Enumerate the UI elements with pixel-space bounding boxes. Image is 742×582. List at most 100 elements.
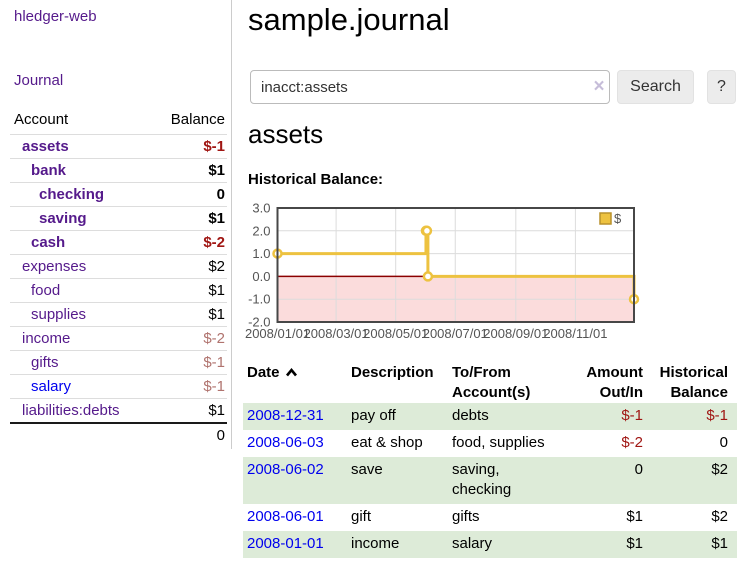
account-row: gifts $-1 — [10, 350, 227, 375]
account-row: income $-2 — [10, 326, 227, 351]
register-header-date: Date — [243, 363, 347, 403]
transaction-amount: $1 — [626, 508, 643, 525]
accounts-header-account: Account — [10, 107, 151, 135]
transaction-balance: $1 — [711, 535, 728, 552]
account-link[interactable]: income — [22, 330, 71, 347]
transaction-description: income — [351, 535, 400, 552]
transaction-date-link[interactable]: 2008-06-01 — [247, 508, 324, 525]
account-link[interactable]: cash — [31, 234, 66, 251]
transaction-description: gift — [351, 508, 372, 525]
transaction-row: 2008-01-01 income salary $1 $1 — [243, 531, 737, 558]
sidebar-item-journal[interactable]: Journal — [14, 72, 64, 89]
transaction-date-link[interactable]: 2008-06-02 — [247, 461, 324, 478]
transaction-description: pay off — [351, 407, 396, 424]
account-balance: 0 — [150, 182, 227, 207]
account-link[interactable]: expenses — [22, 258, 87, 275]
account-row: bank $1 — [10, 158, 227, 183]
account-row: expenses $2 — [10, 254, 227, 279]
register-header-amount: Amount Out/In — [586, 364, 643, 401]
page-title: sample.journal — [248, 2, 450, 37]
legend-swatch — [599, 212, 612, 225]
register-header-date-label: Date — [247, 364, 280, 381]
account-balance: $2 — [150, 254, 227, 279]
register-header-description: Description — [351, 364, 434, 381]
register-table: Date Description To/From Account(s) Amou… — [243, 363, 737, 558]
account-row: liabilities:debts $1 — [10, 398, 227, 423]
account-row: food $1 — [10, 278, 227, 303]
transaction-accounts: gifts — [452, 508, 480, 525]
register-header-balance: Historical Balance — [659, 364, 728, 401]
app-brand-link[interactable]: hledger-web — [14, 8, 97, 25]
accounts-table-header-row: Account Balance — [10, 107, 227, 135]
accounts-total-row: 0 — [10, 422, 227, 447]
account-row: cash $-2 — [10, 230, 227, 255]
account-balance: $-1 — [150, 134, 227, 159]
legend-label: $ — [614, 211, 622, 226]
account-balance: $1 — [150, 278, 227, 303]
search-input[interactable] — [250, 70, 610, 104]
transaction-row: 2008-12-31 pay off debts $-1 $-1 — [243, 403, 737, 430]
account-balance: $-1 — [150, 374, 227, 399]
account-link[interactable]: saving — [39, 210, 87, 227]
account-link[interactable]: liabilities:debts — [22, 402, 120, 419]
chart-data-point — [421, 225, 433, 237]
help-button[interactable]: ? — [707, 70, 736, 104]
account-row: checking 0 — [10, 182, 227, 207]
account-balance: $-2 — [150, 230, 227, 255]
x-axis-tick-label: 2008/11/01 — [543, 326, 607, 341]
account-balance: $1 — [150, 206, 227, 231]
y-axis-tick-label: -1.0 — [248, 292, 270, 307]
account-link[interactable]: gifts — [31, 354, 59, 371]
x-axis-tick-label: 2008/07/01 — [423, 326, 488, 341]
accounts-header-balance: Balance — [150, 107, 227, 135]
transaction-amount: 0 — [634, 461, 643, 478]
y-axis-tick-label: 3.0 — [252, 201, 270, 216]
y-axis-tick-label: 1.0 — [252, 246, 270, 261]
transaction-accounts: food, supplies — [452, 434, 545, 451]
account-row: salary $-1 — [10, 374, 227, 399]
transaction-accounts: saving, checking — [452, 461, 512, 498]
account-link[interactable]: supplies — [31, 306, 87, 323]
account-link[interactable]: bank — [31, 162, 67, 179]
transaction-accounts: salary — [452, 535, 493, 552]
y-axis-tick-label: -2.0 — [248, 315, 270, 330]
account-link[interactable]: assets — [22, 138, 69, 155]
transaction-amount: $-1 — [621, 407, 643, 424]
transaction-amount: $1 — [626, 535, 643, 552]
account-balance: $1 — [150, 158, 227, 183]
transaction-balance: $2 — [711, 508, 728, 525]
chart-data-point — [422, 271, 434, 282]
transaction-description: save — [351, 461, 383, 478]
account-balance: $1 — [150, 302, 227, 327]
sort-ascending-icon — [285, 364, 298, 384]
search-button[interactable]: Search — [617, 70, 694, 104]
account-link[interactable]: salary — [31, 378, 72, 395]
transaction-date-link[interactable]: 2008-06-03 — [247, 434, 324, 451]
transaction-date-link[interactable]: 2008-01-01 — [247, 535, 324, 552]
sidebar: hledger-web Journal Account Balance asse… — [0, 0, 232, 449]
account-row: assets $-1 — [10, 134, 227, 159]
clear-search-icon[interactable]: × — [593, 76, 605, 97]
x-axis-tick-label: 2008/01/01 — [245, 326, 310, 341]
x-axis-tick-label: 2008/03/01 — [304, 326, 369, 341]
transaction-balance: $2 — [711, 461, 728, 478]
transaction-row: 2008-06-01 gift gifts $1 $2 — [243, 504, 737, 531]
transaction-balance: $-1 — [706, 407, 728, 424]
transaction-date-link[interactable]: 2008-12-31 — [247, 407, 324, 424]
transaction-row: 2008-06-02 save saving, checking 0 $2 — [243, 457, 737, 504]
accounts-total-balance: 0 — [150, 422, 227, 447]
chart-title: Historical Balance: — [248, 171, 384, 188]
transaction-description: eat & shop — [351, 434, 423, 451]
register-header-row: Date Description To/From Account(s) Amou… — [243, 363, 737, 403]
accounts-table: Account Balance assets $-1 bank $1 checking 0… — [10, 107, 227, 447]
transaction-balance: 0 — [719, 434, 728, 451]
account-link[interactable]: checking — [39, 186, 105, 203]
account-row: supplies $1 — [10, 302, 227, 327]
account-link[interactable]: food — [31, 282, 61, 299]
x-axis-tick-label: 2008/05/01 — [363, 326, 428, 341]
register-header-accounts: To/From Account(s) — [452, 364, 531, 401]
transaction-amount: $-2 — [621, 434, 643, 451]
x-axis-tick-label: 2008/09/01 — [483, 326, 548, 341]
y-axis-tick-label: 0.0 — [252, 269, 270, 284]
historical-balance-chart[interactable]: $3.0 2.0 1.0 0.0 -1.0 -2.02008/01/012008/03/0… — [245, 200, 742, 350]
